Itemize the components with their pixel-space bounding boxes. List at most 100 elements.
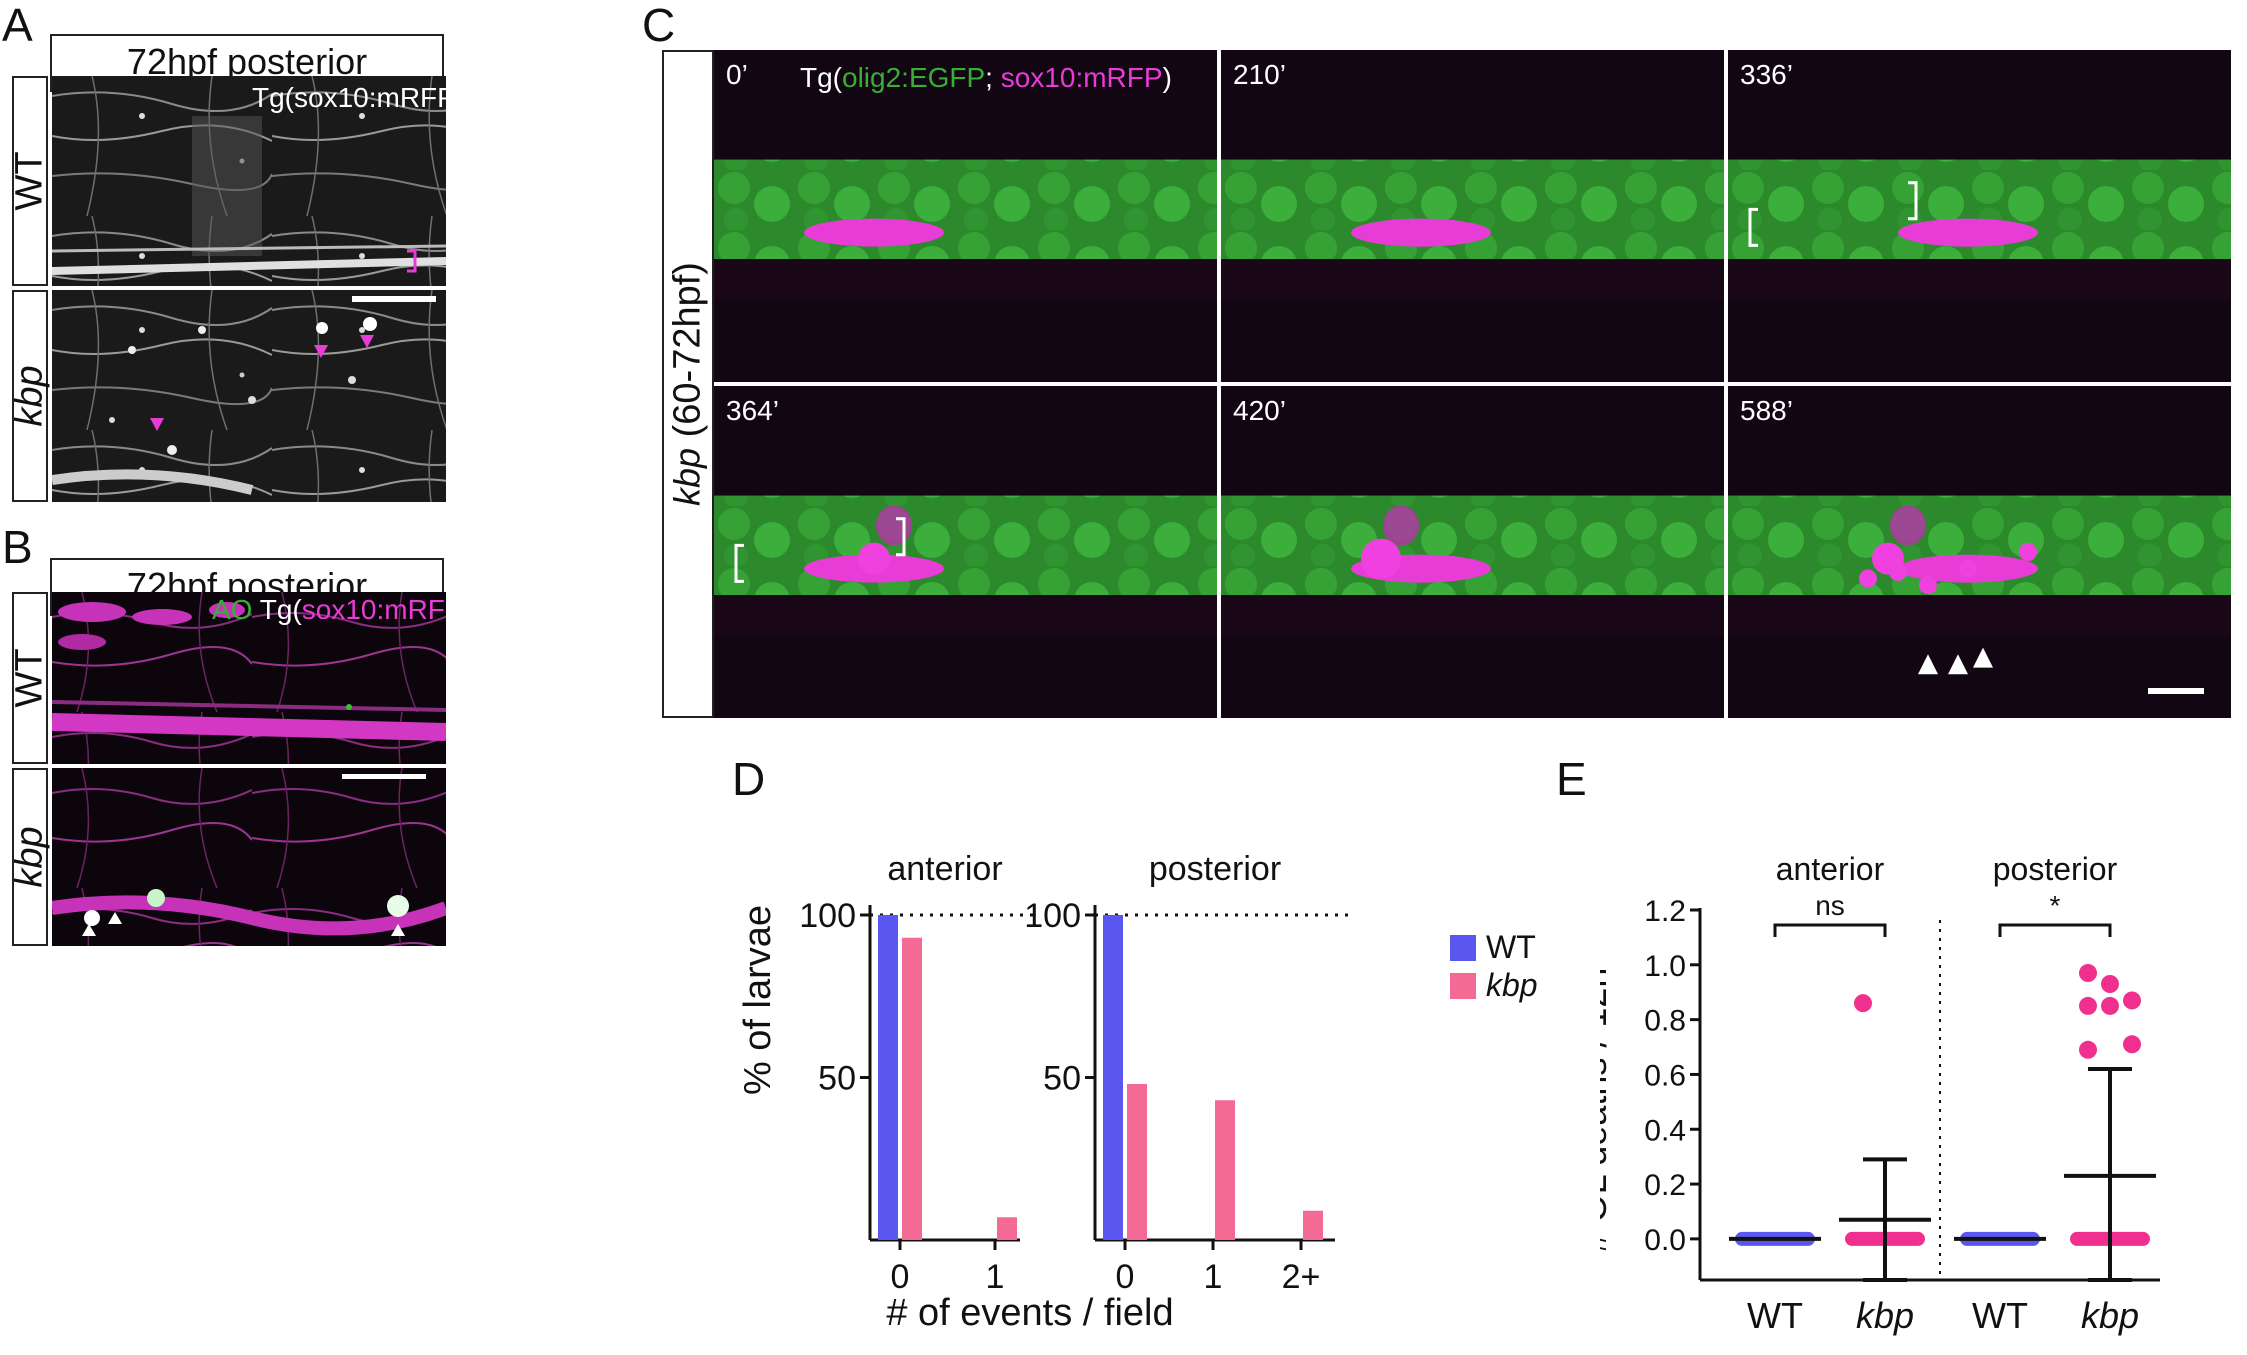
significance-bracket [1998,923,2112,937]
data-point [2123,991,2141,1010]
row-label-kbp: kbp [8,826,51,888]
bar-kbp [1127,1084,1147,1240]
x-tick-label: 0 [1116,1258,1135,1296]
arrowhead-icon [1973,647,1993,668]
data-point [2101,996,2119,1015]
legend-label: WT [1486,929,1536,965]
panel-c-annotation: Tg(olig2:EGFP; sox10:mRFP) [800,62,1172,94]
group-title: posterior [1993,851,2118,887]
bar-kbp [902,937,922,1240]
y-tick-label: 0.6 [1644,1059,1686,1092]
legend-swatch [1450,973,1476,999]
oligodendrocyte-cell [1351,218,1491,247]
x-tick-label: 1 [1204,1258,1223,1296]
timelapse-frame: 336’ [1728,50,2231,382]
debris-particle [1859,569,1877,588]
bracket-right [1908,181,1918,221]
timepoint-label: 364’ [726,395,779,426]
panel-label-e: E [1556,753,1587,805]
micrograph-b-wt: AO Tg(sox10:mRFP) [52,592,446,764]
bar-kbp [997,1217,1017,1240]
annotation-tg: Tg( [259,594,302,625]
x-tick-label: 2+ [1282,1258,1321,1296]
row-label-kbp: kbp [8,365,51,427]
y-tick-label: 0.4 [1644,1114,1686,1147]
arrowhead-icon [82,924,96,936]
data-point [2079,1040,2097,1059]
panel-c-side-box: kbp (60-72hpf) [662,50,714,718]
arrowhead-icon [150,418,164,431]
timelapse-frame: 420’ [1221,386,1724,718]
significance-label: ns [1815,890,1845,921]
x-tick-label: WT [1972,1295,2028,1336]
scale-bar [342,774,426,779]
panel-b-row-kbp: kbp [9,768,51,946]
spinal-cord-green-band [1221,495,1724,596]
panel-c-side-label: kbp (60-72hpf) [666,262,709,506]
timelapse-frame: 210’ [1221,50,1724,382]
micrograph-b-kbp [52,768,446,946]
arrowhead-icon [314,345,328,358]
bar-wt [878,915,898,1240]
data-point [2079,996,2097,1015]
timepoint-label: 588’ [1740,395,1793,426]
bracket-right [896,517,906,557]
legend-label: kbp [1486,967,1538,1003]
y-tick-label: 100 [1024,897,1081,935]
debris-particle [1889,562,1907,581]
y-tick-label: 100 [799,897,856,935]
panel-label-b: B [2,521,33,573]
arrowhead-icon [360,335,374,348]
x-tick-label: kbp [1856,1295,1914,1336]
bar-wt [1103,915,1123,1240]
panel-c-timelapse-grid: 0’ 210’ 336’ 364’ 420’ 588’ [714,50,2246,718]
spinal-cord-green-band [1221,159,1724,260]
timelapse-frame: 364’ [714,386,1217,718]
annotation-sox10: sox10:mRFP [1000,62,1163,93]
y-tick-label: 0.0 [1644,1224,1686,1257]
annotation-tg: Tg( [800,62,842,93]
significance-bracket [1773,923,1887,937]
y-tick-label: 1.2 [1644,895,1686,928]
row-label-wt: WT [8,151,51,211]
bar-kbp [1215,1100,1235,1240]
oligodendrocyte-cell [1898,218,2038,247]
micrograph-a-kbp [52,290,446,502]
y-tick-label: 0.2 [1644,1169,1686,1202]
timepoint-label: 210’ [1233,59,1286,90]
x-tick-label: 0 [891,1258,910,1296]
x-tick-label: 1 [986,1258,1005,1296]
panel-c-frames: 0’ 210’ 336’ 364’ 420’ 588’ [714,50,2231,718]
y-axis-label: # OL deaths / 12h [1600,968,1614,1253]
arrowhead-icon [108,912,122,924]
timepoint-label: 0’ [726,59,748,90]
y-tick-label: 50 [818,1060,856,1098]
panel-label-c: C [642,0,676,51]
data-point [2101,975,2119,993]
bracket-left [1748,207,1758,247]
subplot-title: anterior [887,850,1002,888]
scale-bar [2148,688,2204,694]
x-axis-label: # of events / field [886,1292,1173,1334]
spinal-cord-green-band [714,495,1217,596]
panel-d-chart: % of larvae# of events / field50100anter… [737,850,1538,1334]
panel-a-row-wt: WT [9,76,51,286]
timepoint-label: 420’ [1233,395,1286,426]
panel-a-row-kbp: kbp [9,290,51,502]
bar-kbp [1303,1210,1323,1240]
group-title: anterior [1776,851,1885,887]
y-tick-label: 50 [1043,1060,1081,1098]
y-axis-label: % of larvae [737,905,779,1095]
timepoint-label: 336’ [1740,59,1793,90]
annotation-olig2: olig2:EGFP [842,62,986,93]
row-label-wt: WT [8,648,51,708]
bracket-left [734,543,744,583]
legend-swatch [1450,935,1476,961]
annotation-ao: AO [212,594,253,625]
micrograph-a-wt: Tg(sox10:mRFP) [52,76,446,286]
annotation-tg-sox10: Tg(sox10:mRFP) [252,82,446,113]
data-point [2079,964,2097,983]
data-point [2123,1035,2141,1054]
x-tick-label: WT [1747,1295,1803,1336]
annotation-sep: ; [985,62,1001,93]
